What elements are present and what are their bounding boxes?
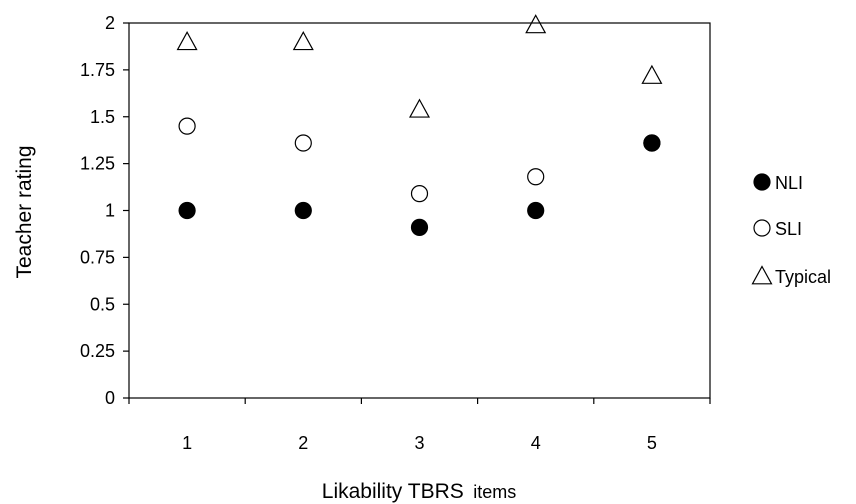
nli-point: [527, 201, 545, 220]
typical-legend-label: Typical: [775, 267, 831, 287]
typical-point: [641, 64, 663, 84]
sli-point: [527, 168, 545, 186]
nli-point: [178, 201, 196, 220]
sli-point: [294, 134, 312, 152]
legend: NLI SLI Typical: [751, 173, 831, 287]
x-tick-label: 4: [531, 433, 541, 453]
y-tick-label: 0.75: [80, 247, 115, 267]
sli-point: [178, 117, 196, 135]
typical-legend-marker: [751, 265, 773, 285]
x-axis-label-sub: items: [473, 482, 516, 502]
y-tick-label: 0: [105, 388, 115, 408]
y-tick-label: 0.5: [90, 294, 115, 314]
plot-area: [128, 22, 711, 399]
y-axis-label: Teacher rating: [13, 145, 36, 278]
sli-point: [643, 134, 661, 152]
x-axis-label: Likability TBRS items: [322, 480, 516, 503]
y-tick-label: 1.25: [80, 154, 115, 174]
x-axis-label-main: Likability TBRS: [322, 480, 464, 503]
y-tick-label: 1.5: [90, 107, 115, 127]
typical-point: [525, 14, 547, 34]
nli-legend-marker: [753, 173, 771, 191]
sli-legend-marker: [753, 219, 771, 237]
sli-legend-label: SLI: [775, 219, 802, 239]
data-points: [176, 14, 663, 236]
x-tick-label: 5: [647, 433, 657, 453]
typical-point: [408, 98, 431, 118]
nli-point: [410, 218, 429, 236]
y-axis-ticks: 0 0.25 0.5 0.75 1 1.25 1.5 1.75 2: [80, 13, 129, 408]
y-tick-label: 1: [105, 201, 115, 221]
sli-point: [410, 185, 429, 203]
nli-legend-label: NLI: [775, 173, 803, 193]
x-tick-label: 2: [298, 433, 308, 453]
x-tick-label: 3: [414, 433, 424, 453]
y-tick-label: 0.25: [80, 341, 115, 361]
y-tick-label: 2: [105, 13, 115, 33]
typical-point: [292, 31, 314, 51]
y-tick-label: 1.75: [80, 60, 115, 80]
x-tick-label: 1: [182, 433, 192, 453]
x-axis-ticks: 1 2 3 4 5: [128, 398, 711, 453]
nli-point: [294, 201, 312, 220]
typical-point: [176, 31, 198, 51]
